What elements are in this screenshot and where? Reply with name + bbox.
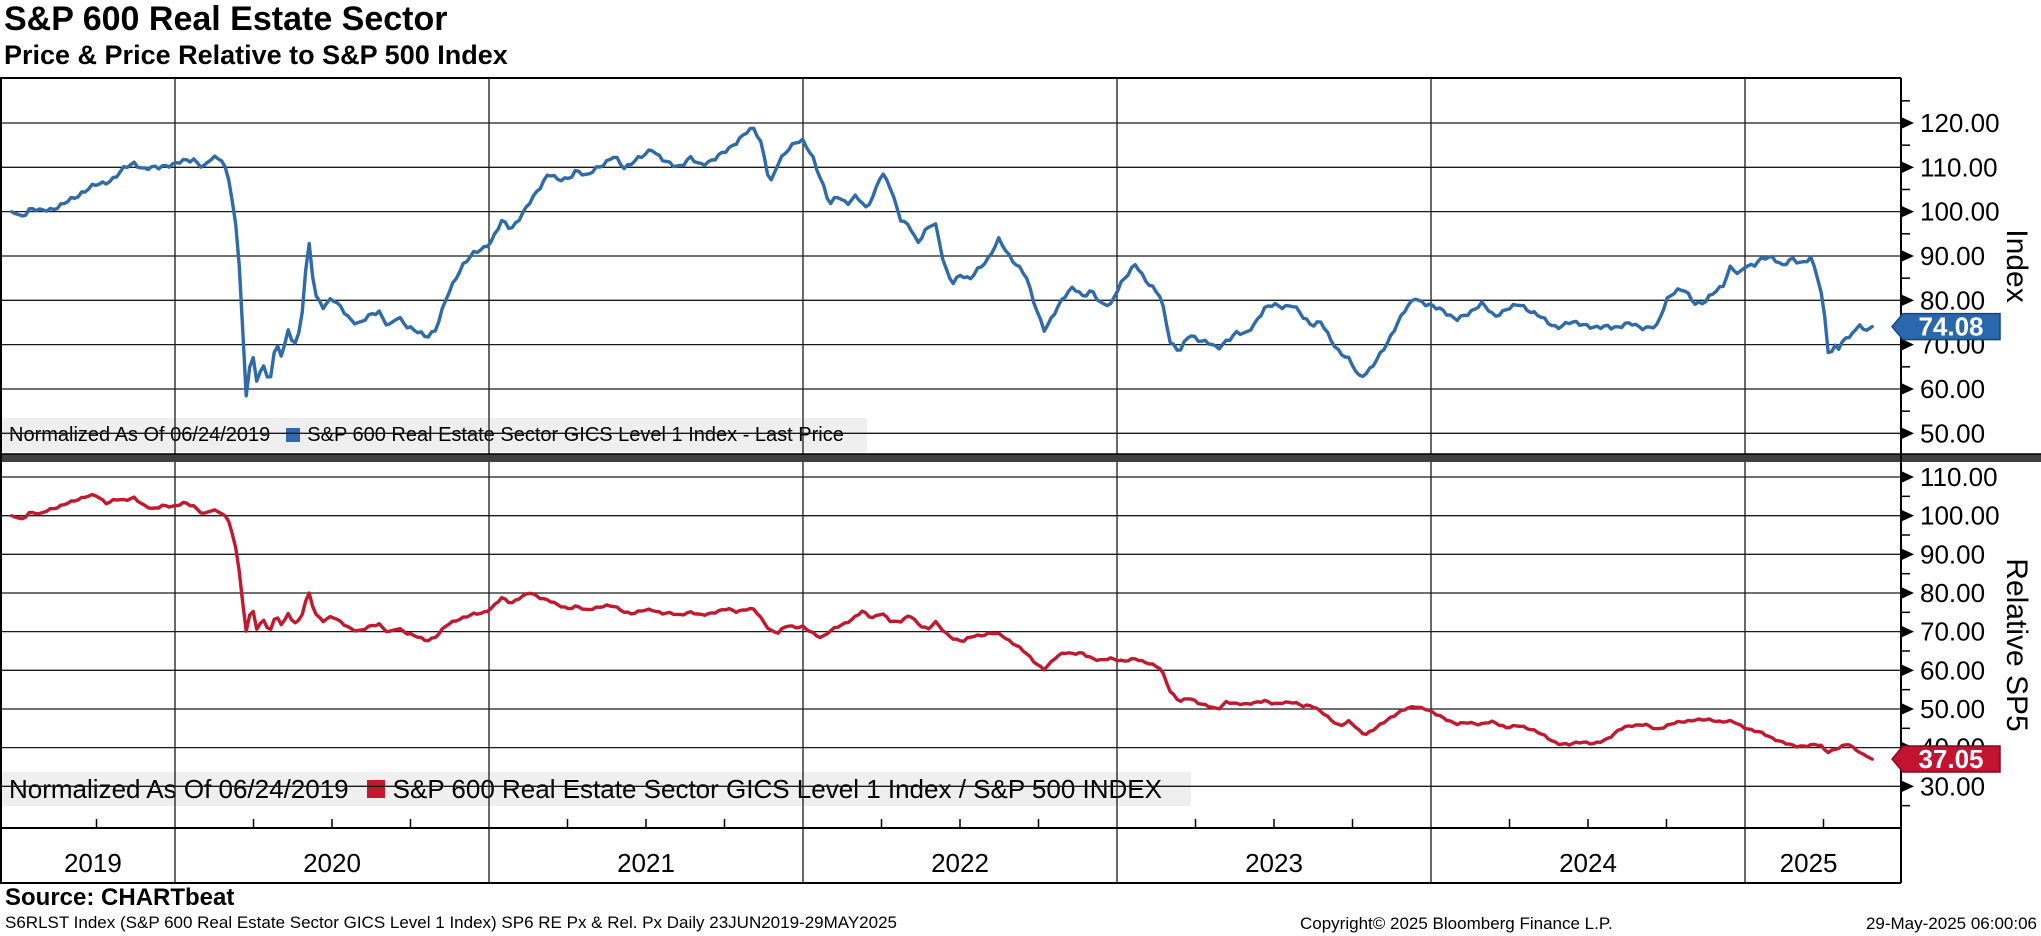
y-tick-arrow-icon (1901, 249, 1914, 262)
relative-series-line (9, 492, 1874, 761)
y-tick-label: 60.00 (1920, 374, 1985, 404)
legend-relative-series[interactable]: Normalized As Of 06/24/2019 S&P 600 Real… (1, 772, 1191, 806)
y-tick-label: 100.00 (1920, 501, 2000, 531)
y-tick-arrow-icon (1901, 586, 1914, 599)
y-tick-arrow-icon (1901, 548, 1914, 561)
relative-last-value-tag (1891, 745, 2001, 773)
x-year-label: 2019 (64, 848, 122, 878)
x-year-label: 2023 (1245, 848, 1303, 878)
relative-series-label: S&P 600 Real Estate Sector GICS Level 1 … (392, 773, 1162, 804)
y-tick-arrow-icon (1901, 427, 1914, 440)
y-tick-label: 50.00 (1920, 418, 1985, 448)
panel-separator (0, 454, 2041, 462)
legend-price-series[interactable]: Normalized As Of 06/24/2019 S&P 600 Real… (1, 418, 867, 452)
y-tick-label: 30.00 (1920, 771, 1985, 801)
relative-series-swatch-icon (366, 780, 385, 798)
y-tick-label: 70.00 (1920, 617, 1985, 647)
x-year-label: 2022 (931, 848, 989, 878)
price-series-label: S&P 600 Real Estate Sector GICS Level 1 … (307, 423, 844, 446)
y-tick-arrow-icon (1901, 161, 1914, 174)
x-year-label: 2020 (303, 848, 361, 878)
copyright-notice: Copyright© 2025 Bloomberg Finance L.P. (1300, 914, 1613, 933)
page-title: S&P 600 Real Estate Sector (4, 0, 448, 38)
price-last-value-label: 74.08 (1918, 312, 1983, 342)
price-last-value-tag (1891, 312, 2001, 341)
price-series-swatch-icon (286, 428, 301, 442)
y-tick-arrow-icon (1901, 116, 1914, 129)
y-tick-arrow-icon (1901, 741, 1914, 754)
timestamp: 29-May-2025 06:00:06 (1865, 914, 2037, 933)
normalized-as-of-label: Normalized As Of 06/24/2019 (9, 423, 271, 446)
y-tick-label: 70.00 (1920, 330, 1985, 360)
y-tick-label: 110.00 (1920, 152, 1998, 182)
y-tick-arrow-icon (1901, 294, 1914, 307)
y-axis-title-relative-sp5: Relative SP5 (2000, 558, 2033, 732)
y-tick-label: 120.00 (1920, 108, 2000, 138)
y-axis-title-index: Index (2000, 229, 2033, 303)
y-tick-arrow-icon (1901, 338, 1914, 351)
y-tick-label: 60.00 (1920, 655, 1985, 685)
y-tick-label: 80.00 (1920, 578, 1985, 608)
y-tick-label: 90.00 (1920, 241, 1985, 271)
x-year-label: 2025 (1780, 848, 1838, 878)
normalized-as-of-label: Normalized As Of 06/24/2019 (9, 773, 349, 804)
price-series-line (9, 126, 1874, 398)
relative-last-value-label: 37.05 (1918, 744, 1983, 774)
x-year-label: 2021 (617, 848, 675, 878)
y-tick-arrow-icon (1901, 471, 1914, 484)
y-tick-label: 100.00 (1920, 197, 2000, 227)
y-tick-label: 50.00 (1920, 694, 1985, 724)
y-tick-label: 110.00 (1920, 462, 1998, 492)
y-tick-label: 80.00 (1920, 285, 1985, 315)
y-tick-label: 40.00 (1920, 733, 1985, 763)
source-label: Source: CHARTbeat (5, 884, 235, 911)
x-year-label: 2024 (1559, 848, 1617, 878)
y-tick-arrow-icon (1901, 625, 1914, 638)
page-subtitle: Price & Price Relative to S&P 500 Index (4, 40, 508, 70)
y-tick-label: 90.00 (1920, 539, 1985, 569)
y-tick-arrow-icon (1901, 780, 1914, 793)
y-tick-arrow-icon (1901, 205, 1914, 218)
y-tick-arrow-icon (1901, 382, 1914, 395)
y-tick-arrow-icon (1901, 664, 1914, 677)
chart-description: S6RLST Index (S&P 600 Real Estate Sector… (5, 913, 898, 932)
y-tick-arrow-icon (1901, 702, 1914, 715)
y-tick-arrow-icon (1901, 509, 1914, 522)
